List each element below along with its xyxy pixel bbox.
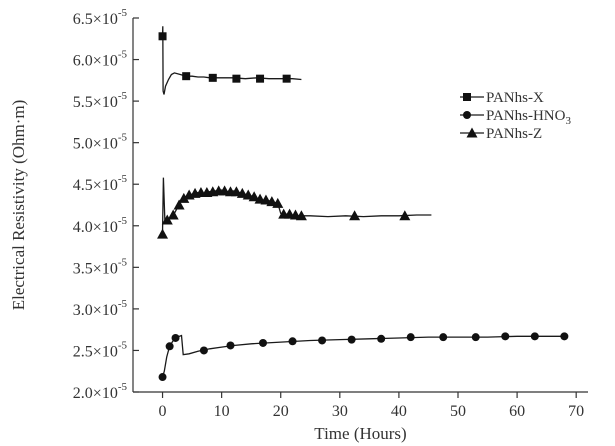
x-tick-label: 10: [214, 403, 230, 420]
series-point: [178, 192, 190, 203]
y-tick-label: 4.5×10-5: [73, 173, 128, 194]
series-point: [501, 332, 510, 341]
legend-label: PANhs-X: [486, 90, 544, 106]
y-tick-label: 6.0×10-5: [73, 49, 128, 70]
x-tick-label: 20: [273, 403, 289, 420]
x-ticks: 0 10 20 30 40 50 60 70: [159, 392, 584, 420]
series-point: [530, 332, 539, 341]
series-point: [295, 210, 307, 221]
x-tick-label: 30: [332, 403, 348, 420]
y-tick-label: 2.5×10-5: [73, 339, 128, 360]
series-line: [161, 26, 302, 95]
y-ticks: 2.0×10-5 2.5×10-5 3.0×10-5 3.5×10-5 4.0×10-5…: [73, 7, 139, 402]
series-point: [259, 338, 267, 347]
series-point: [158, 32, 167, 41]
legend-item: PANhs-Z: [460, 126, 542, 142]
y-axis-label: Electrical Resistivity (Ohm·m): [9, 100, 28, 311]
series-point: [406, 333, 415, 342]
series-line: [161, 177, 432, 235]
series-point: [158, 373, 167, 382]
series-line: [161, 334, 565, 378]
series-point: [173, 199, 185, 210]
series-point: [182, 72, 191, 81]
x-axis-label: Time (Hours): [314, 424, 406, 443]
series-point: [157, 228, 169, 239]
series-point: [256, 74, 265, 83]
series-point: [282, 74, 291, 83]
legend-item: PANhs-X: [460, 90, 544, 106]
series-point: [226, 341, 235, 350]
legend-marker: [463, 93, 471, 101]
axes: [132, 18, 588, 393]
series-point: [399, 210, 411, 221]
x-tick-label: 60: [509, 403, 525, 420]
y-tick-label: 3.0×10-5: [73, 298, 128, 319]
x-tick-label: 40: [391, 403, 407, 420]
y-tick-label: 3.5×10-5: [73, 256, 128, 277]
series-point: [347, 335, 356, 344]
series-point: [471, 333, 480, 342]
series-point: [439, 333, 448, 342]
x-tick-label: 70: [568, 403, 584, 420]
series-point: [167, 209, 179, 220]
legend-label: PANhs-HNO3: [486, 108, 571, 127]
x-tick-label: 50: [450, 403, 466, 420]
series-point: [349, 210, 361, 221]
series-point: [199, 346, 208, 355]
series-point: [165, 342, 174, 351]
series-point: [288, 337, 297, 346]
y-tick-label: 5.5×10-5: [73, 90, 128, 111]
series-point: [377, 334, 386, 343]
series-3: [157, 177, 432, 239]
legend-marker: [463, 111, 471, 119]
series-point: [248, 191, 260, 202]
series-point: [208, 73, 217, 82]
series-point: [171, 333, 180, 342]
legend-marker: [466, 127, 478, 138]
series-point: [318, 336, 327, 345]
series-layer: [157, 26, 569, 382]
series-1: [158, 26, 302, 95]
legend-item: PANhs-HNO3: [460, 108, 571, 127]
series-point: [560, 332, 569, 341]
y-tick-label: 4.0×10-5: [73, 215, 128, 236]
series-2: [158, 332, 569, 382]
y-tick-label: 2.0×10-5: [73, 381, 128, 402]
x-tick-label: 0: [159, 403, 167, 420]
legend-label: PANhs-Z: [486, 126, 542, 142]
y-tick-label: 5.0×10-5: [73, 132, 128, 153]
series-point: [232, 74, 241, 83]
series-point: [161, 214, 173, 225]
series-point: [272, 197, 284, 208]
y-tick-label: 6.5×10-5: [73, 7, 128, 28]
